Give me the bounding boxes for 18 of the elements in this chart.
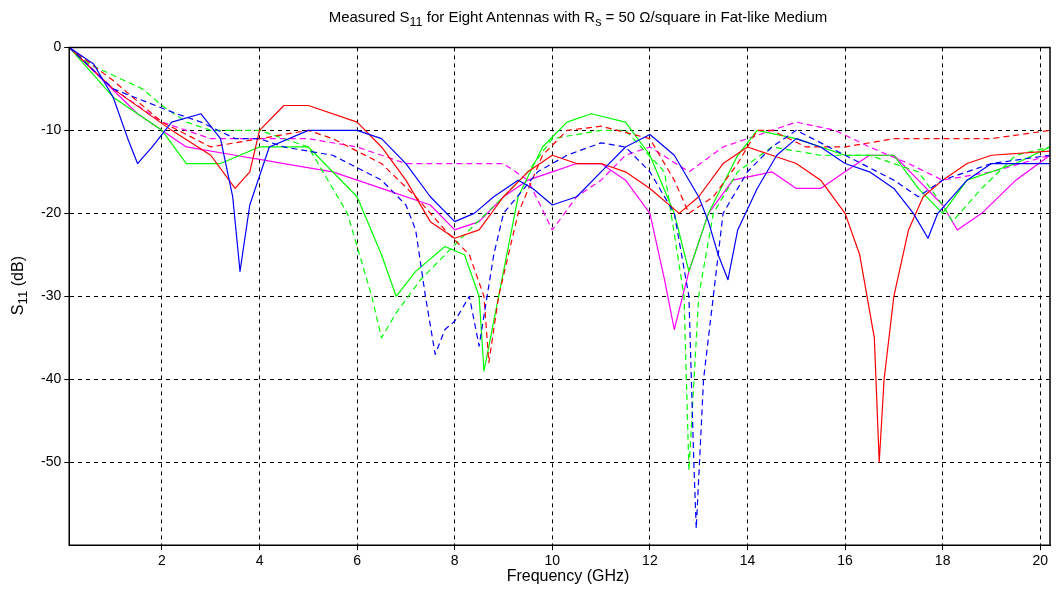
x-tick-label: 8 <box>450 552 459 569</box>
x-tick-label: 2 <box>158 552 167 569</box>
x-axis-title: Frequency (GHz) <box>505 567 631 585</box>
y-tick-label: -20 <box>41 204 62 221</box>
chart-title: Measured S$_{11}$ for Eight Antennas with R$_{s}$ = 50 Ω/square in Fat-like Medium <box>327 8 829 29</box>
x-tick-label: 20 <box>1032 552 1049 569</box>
y-tick-label: -10 <box>41 121 62 138</box>
y-tick-label: -50 <box>41 453 62 470</box>
y-tick-label: -30 <box>41 287 62 304</box>
x-tick-label: 14 <box>739 552 756 569</box>
x-tick-label: 6 <box>353 552 362 569</box>
x-tick-label: 10 <box>544 552 561 569</box>
y-tick-label: 0 <box>53 38 62 55</box>
y-tick-label: -40 <box>41 370 62 387</box>
x-tick-label: 4 <box>255 552 264 569</box>
x-tick-label: 18 <box>934 552 951 569</box>
x-tick-label: 16 <box>837 552 854 569</box>
x-tick-label: 12 <box>642 552 658 569</box>
